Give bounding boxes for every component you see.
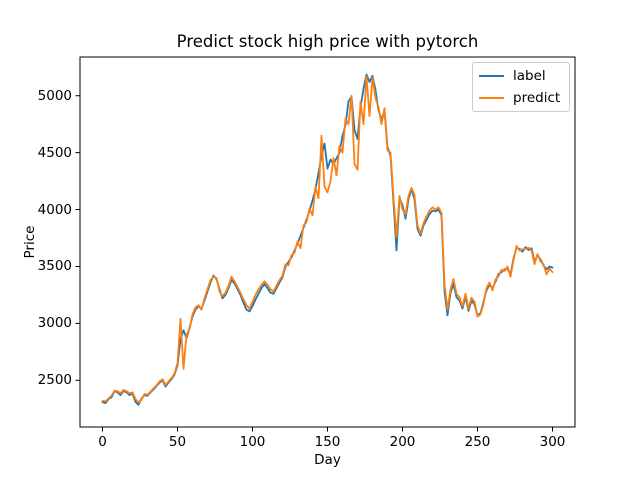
- label-series-swatch-icon: [479, 75, 504, 78]
- y-tick-label: 5000: [37, 87, 72, 104]
- legend-predict-text: predict: [513, 89, 561, 106]
- x-tick-label: 0: [98, 434, 107, 450]
- y-axis-label: Price: [22, 225, 38, 259]
- x-axis-label: Day: [314, 452, 341, 468]
- x-tick-label: 150: [314, 434, 341, 450]
- legend-item-label: label: [473, 66, 569, 86]
- legend-label-text: label: [513, 68, 546, 85]
- x-tick-label: 100: [239, 434, 266, 450]
- x-tick-label: 300: [539, 434, 566, 450]
- y-tick-label: 3000: [37, 315, 72, 332]
- y-tick-label: 2500: [37, 372, 72, 389]
- legend: label predict: [472, 62, 570, 112]
- x-tick-label: 200: [389, 434, 416, 450]
- predict-series-swatch-icon: [479, 96, 504, 99]
- series-line-label: [101, 73, 554, 406]
- legend-item-predict: predict: [473, 88, 569, 108]
- x-tick-label: 250: [464, 434, 491, 450]
- y-tick-label: 3500: [37, 258, 72, 275]
- y-tick-label: 4000: [37, 201, 72, 218]
- y-tick-label: 4500: [37, 144, 72, 161]
- series-line-predict: [101, 75, 554, 404]
- x-tick-label: 50: [168, 434, 187, 450]
- axes-spines: [79, 56, 576, 428]
- chart-title: Predict stock high price with pytorch: [176, 32, 479, 51]
